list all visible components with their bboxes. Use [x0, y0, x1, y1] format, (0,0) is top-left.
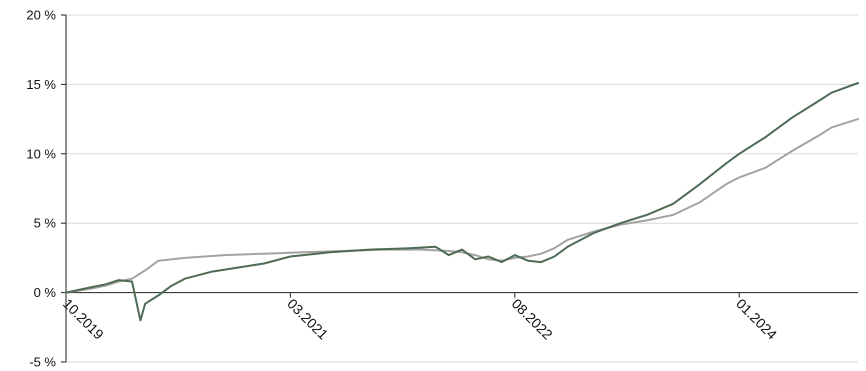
series-lines [66, 83, 858, 320]
series-line-1 [66, 83, 858, 320]
y-tick-label: 0 % [34, 285, 57, 300]
y-tick-label: 5 % [34, 216, 57, 231]
x-tick-label: 10.2019 [60, 295, 107, 342]
y-tick-label: 10 % [26, 146, 56, 161]
x-tick-label: 03.2021 [284, 295, 331, 342]
series-line-2 [66, 119, 858, 293]
y-tick-label: 15 % [26, 77, 56, 92]
y-tick-label: -5 % [29, 355, 56, 370]
y-tick-label: 20 % [26, 8, 56, 23]
x-tick-label: 08.2022 [509, 295, 556, 342]
x-tick-label: 01.2024 [733, 295, 780, 342]
